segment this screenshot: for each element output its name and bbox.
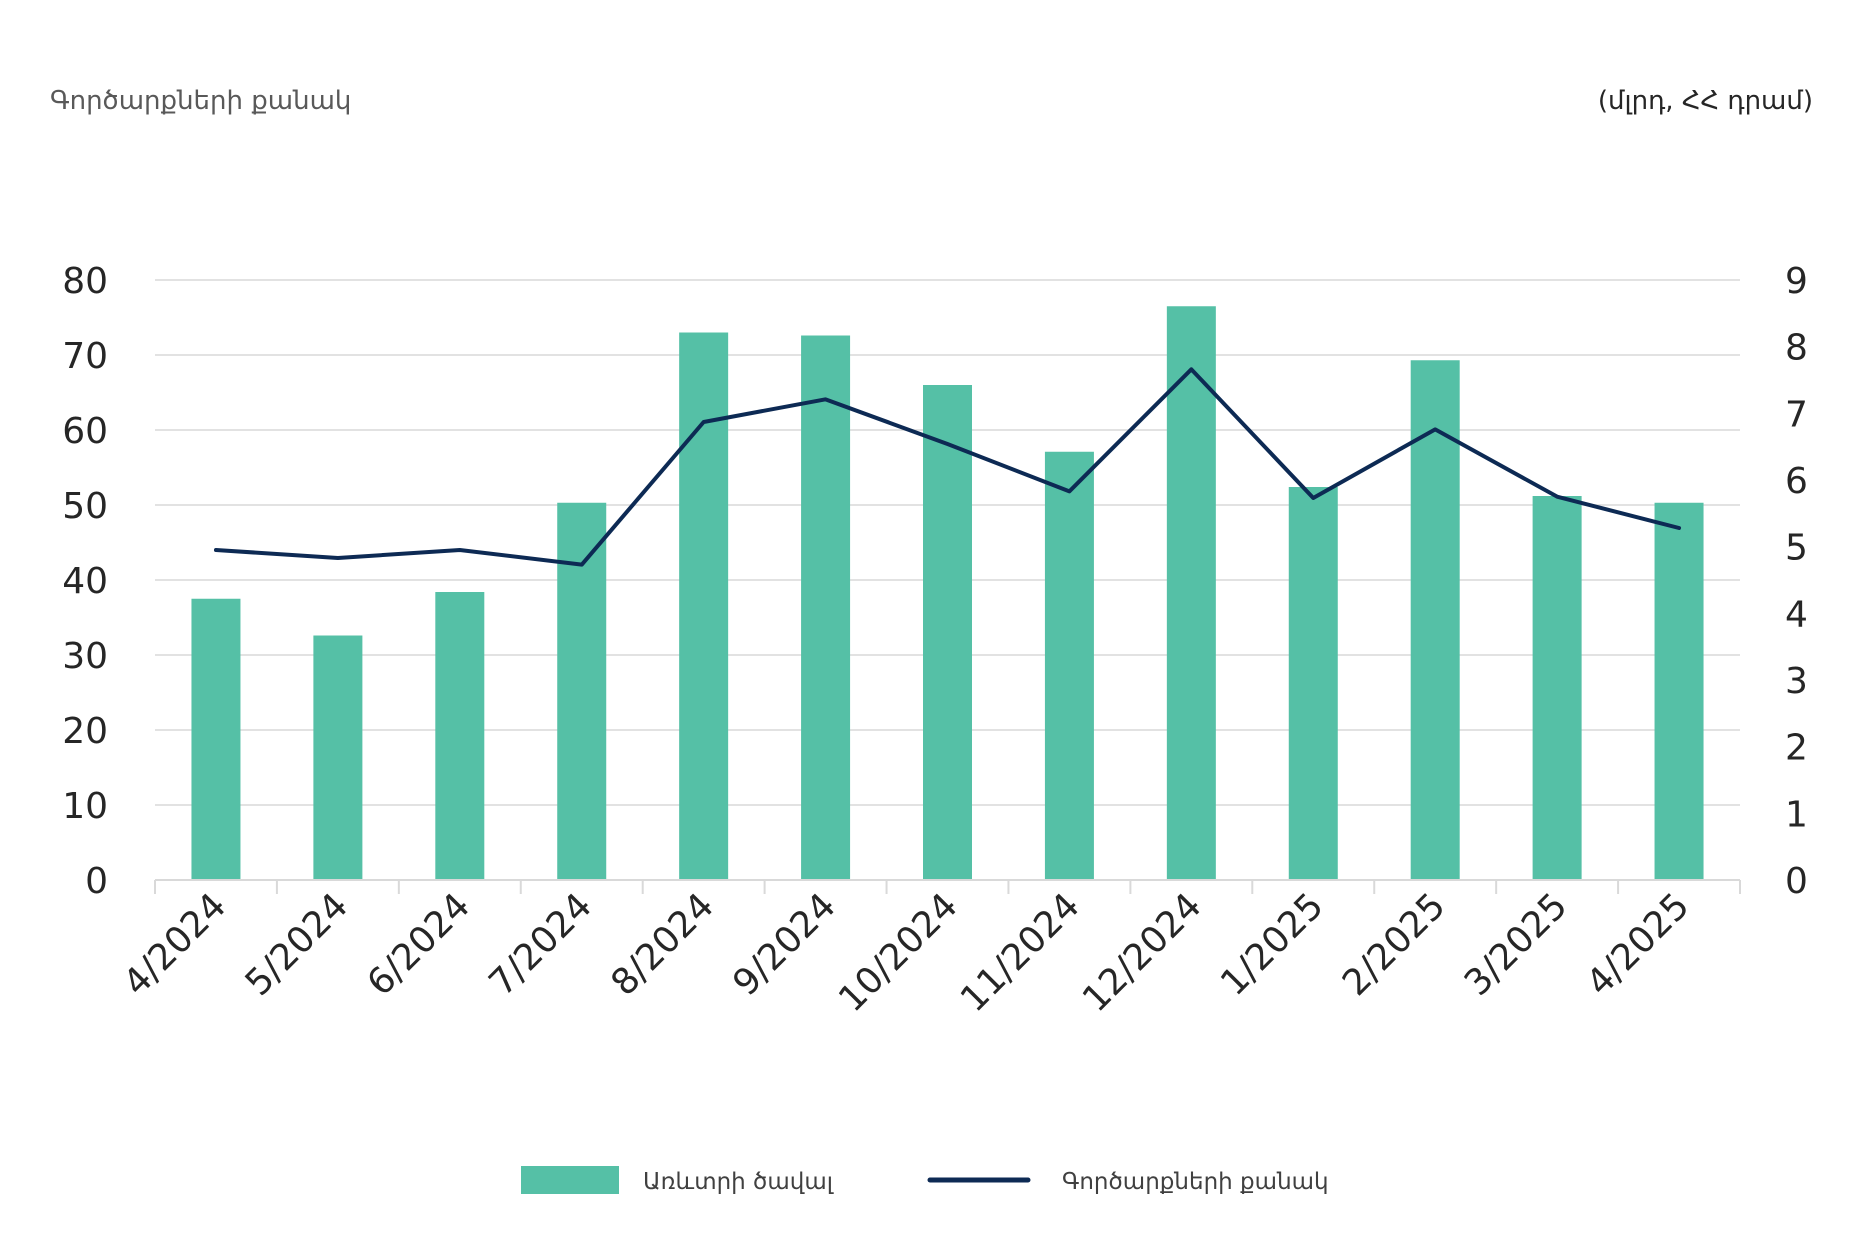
bar-4/2025: [1654, 502, 1704, 880]
right-axis-title: (մլրդ, ՀՀ դրամ): [1597, 86, 1813, 116]
left-tick-label: 30: [62, 636, 108, 677]
right-tick-label: 8: [1785, 328, 1808, 369]
bar-5/2024: [313, 635, 363, 880]
bar-series: [191, 306, 1704, 880]
x-tick-label: 1/2025: [1213, 885, 1332, 1004]
bar-10/2024: [923, 385, 972, 880]
right-tick-label: 0: [1785, 861, 1808, 902]
x-tick-label: 3/2025: [1457, 885, 1576, 1004]
right-tick-label: 2: [1785, 728, 1808, 769]
bar-4/2024: [191, 598, 241, 880]
x-tick-label: 10/2024: [831, 885, 966, 1020]
bar-1/2025: [1288, 487, 1338, 880]
x-tick-label: 12/2024: [1075, 885, 1210, 1020]
x-tick-label: 4/2025: [1579, 885, 1698, 1004]
legend-line-label: Գործարքների քանակ: [1062, 1169, 1329, 1195]
right-tick-label: 5: [1785, 528, 1808, 569]
legend-bar-label: Առևտրի ծավալ: [643, 1169, 834, 1195]
bar-8/2024: [679, 332, 729, 880]
left-axis-title: Գործարքների քանակ: [50, 86, 352, 116]
right-tick-label: 1: [1785, 794, 1808, 835]
left-tick-label: 60: [62, 411, 108, 452]
left-axis-ticks: 0 10 20 30 40 50 60 70 80: [62, 261, 108, 902]
x-tick-label: 9/2024: [725, 885, 844, 1004]
x-axis: [154, 879, 1741, 894]
x-tick-label: 11/2024: [953, 885, 1088, 1020]
left-tick-label: 20: [62, 711, 108, 752]
x-tick-label: 4/2024: [116, 885, 235, 1004]
left-tick-label: 10: [62, 786, 108, 827]
bar-6/2024: [435, 592, 485, 880]
right-tick-label: 9: [1785, 261, 1808, 302]
left-tick-label: 80: [62, 261, 108, 302]
bar-9/2024: [801, 335, 851, 880]
x-tick-label: 6/2024: [360, 885, 479, 1004]
bar-2/2025: [1410, 360, 1460, 880]
bar-3/2025: [1532, 496, 1582, 880]
x-axis-tick-labels: 4/2024 5/2024 6/2024 7/2024 8/2024 9/202410/2…: [116, 885, 1698, 1020]
line-path: [213, 367, 1682, 567]
x-tick-label: 5/2024: [238, 885, 357, 1004]
x-tick-label: 8/2024: [603, 885, 722, 1004]
right-axis-ticks: 0 1 2 3 4 5 6 7 8 9: [1785, 261, 1808, 902]
right-tick-label: 4: [1785, 594, 1808, 635]
x-tick-label: 7/2024: [482, 885, 601, 1004]
left-tick-label: 50: [62, 486, 108, 527]
legend: Առևտրի ծավալ Գործարքների քանակ: [521, 1166, 1329, 1195]
bar-12/2024: [1166, 306, 1216, 880]
right-tick-label: 7: [1785, 394, 1808, 435]
left-tick-label: 40: [62, 561, 108, 602]
left-tick-label: 70: [62, 336, 108, 377]
right-tick-label: 6: [1785, 461, 1808, 502]
left-tick-label: 0: [85, 861, 108, 902]
bar-7/2024: [557, 502, 607, 880]
bar-11/2024: [1044, 451, 1094, 880]
legend-bar-swatch: [521, 1166, 619, 1194]
x-tick-label: 2/2025: [1335, 885, 1454, 1004]
line-series: [213, 367, 1682, 567]
right-tick-label: 3: [1785, 661, 1808, 702]
